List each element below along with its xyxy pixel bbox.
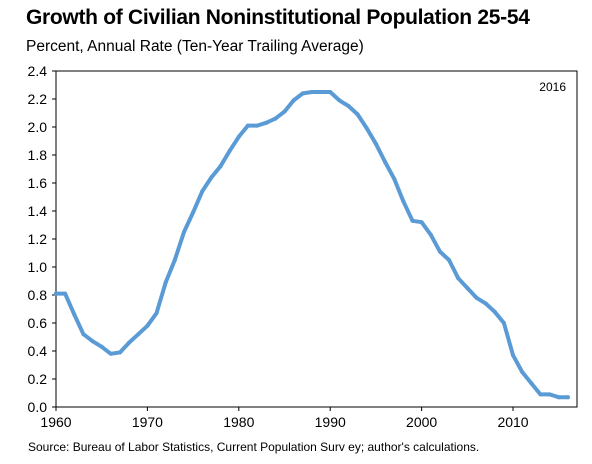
data-point <box>273 116 278 121</box>
data-point <box>346 104 351 108</box>
data-point <box>54 291 58 296</box>
data-point <box>547 392 552 397</box>
data-point <box>428 232 433 237</box>
data-point <box>72 312 77 317</box>
series-layer <box>54 90 570 400</box>
x-tick-label: 1980 <box>223 414 254 430</box>
data-point <box>319 90 324 94</box>
data-point <box>245 123 250 128</box>
data-point <box>483 301 488 306</box>
y-tick-label: 1.6 <box>28 175 48 191</box>
y-tick-label: 2.4 <box>28 63 48 79</box>
data-point <box>182 230 186 234</box>
data-point <box>501 321 506 325</box>
data-point <box>118 350 122 355</box>
x-tick-label: 1970 <box>132 414 163 430</box>
y-tick-label: 0.2 <box>28 371 48 387</box>
y-tick-label: 0.4 <box>28 343 48 359</box>
data-point <box>145 323 150 328</box>
data-point <box>255 123 260 128</box>
y-tick-label: 2.2 <box>28 91 48 107</box>
y-tick-label: 1.2 <box>28 231 48 247</box>
data-point <box>383 160 388 164</box>
y-tick-label: 0.6 <box>28 315 48 331</box>
data-point <box>99 344 104 349</box>
data-point <box>456 276 461 281</box>
data-point <box>81 332 86 337</box>
data-point <box>309 90 314 94</box>
year-annotation: 2016 <box>539 80 566 94</box>
data-point <box>538 392 543 397</box>
data-point <box>227 148 232 153</box>
data-point <box>392 176 397 181</box>
x-tick-label: 1960 <box>40 414 71 430</box>
chart-title: Growth of Civilian Noninstitutional Popu… <box>26 6 530 29</box>
data-point <box>200 189 205 194</box>
data-point <box>108 351 113 356</box>
data-point <box>355 112 360 117</box>
x-tick-label: 2010 <box>497 414 528 430</box>
data-point <box>364 126 369 131</box>
y-tick-label: 2.0 <box>28 119 48 135</box>
data-point <box>209 175 214 180</box>
data-point <box>556 395 561 400</box>
data-point <box>282 109 287 114</box>
x-axis-ticks: 1960 1970 1980 1990 2000 2010 <box>40 407 529 430</box>
population-growth-line <box>54 90 570 400</box>
y-tick-label: 1.8 <box>28 147 48 163</box>
y-tick-label: 0.0 <box>28 399 48 415</box>
x-tick-label: 2000 <box>406 414 437 430</box>
data-point <box>90 339 95 344</box>
data-point <box>163 280 168 285</box>
data-point <box>127 340 132 345</box>
x-tick-label: 1990 <box>315 414 346 430</box>
data-point <box>474 295 479 300</box>
data-point <box>236 134 241 139</box>
data-point <box>437 249 442 254</box>
data-point <box>401 199 406 204</box>
data-point <box>373 141 378 146</box>
data-point <box>291 98 296 103</box>
data-point <box>136 332 141 337</box>
data-point <box>565 395 570 400</box>
data-point <box>511 353 515 358</box>
data-point <box>63 291 68 296</box>
data-point <box>264 120 269 125</box>
y-tick-label: 1.4 <box>28 203 48 219</box>
data-point <box>492 309 497 314</box>
data-point <box>337 98 342 103</box>
source-note: Source: Bureau of Labor Statistics, Curr… <box>28 440 480 454</box>
data-point <box>520 370 525 374</box>
data-point <box>465 286 470 290</box>
y-tick-label: 1.0 <box>28 259 48 275</box>
y-tick-label: 0.8 <box>28 287 48 303</box>
data-point <box>419 220 424 225</box>
data-point <box>328 90 333 94</box>
plot-frame <box>55 70 578 408</box>
data-point <box>410 218 415 223</box>
data-point <box>191 210 196 215</box>
data-point <box>529 381 534 386</box>
data-point <box>218 164 223 169</box>
data-point <box>300 91 305 96</box>
y-axis-ticks: 0.0 0.2 0.4 0.6 0.8 1.0 1.2 1.4 1.6 1.8 2.0 2.2 2.4 <box>28 63 56 415</box>
data-point <box>172 258 177 262</box>
data-point <box>447 258 451 262</box>
data-point <box>154 311 159 316</box>
chart-subtitle: Percent, Annual Rate (Ten-Year Trailing … <box>26 38 364 55</box>
